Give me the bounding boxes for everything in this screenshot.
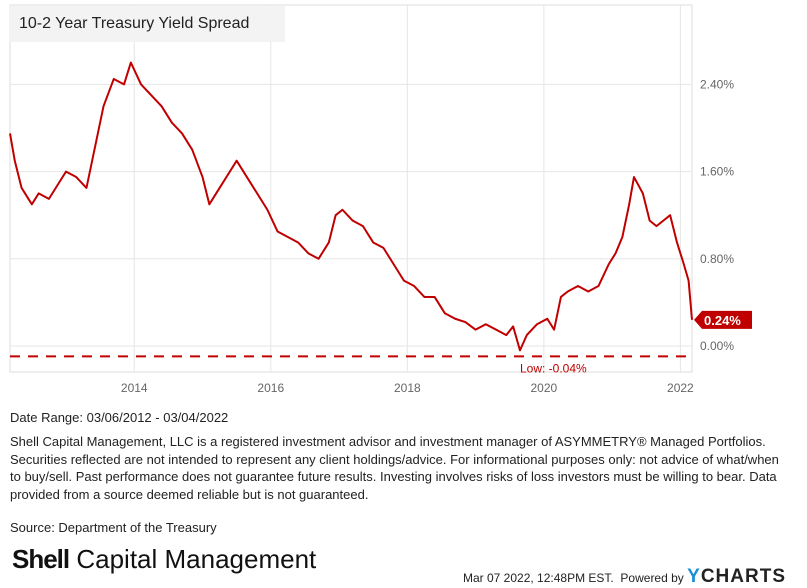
x-tick-label: 2014 xyxy=(121,381,148,395)
x-tick-label: 2020 xyxy=(531,381,558,395)
chart-title: 10-2 Year Treasury Yield Spread xyxy=(9,6,285,42)
y-tick-label: 2.40% xyxy=(700,77,734,91)
last-value-badge xyxy=(694,310,752,329)
plot-frame xyxy=(9,4,693,373)
x-tick-label: 2022 xyxy=(667,381,694,395)
date-range: Date Range: 03/06/2012 - 03/04/2022 xyxy=(10,410,229,425)
powered-by: Powered by xyxy=(620,571,684,585)
source: Source: Department of the Treasury xyxy=(10,520,217,535)
ycharts-logo[interactable]: YCHARTS xyxy=(687,566,786,587)
timestamp: Mar 07 2022, 12:48PM EST. xyxy=(463,571,614,585)
y-tick-label: 0.00% xyxy=(700,339,734,353)
footer: Mar 07 2022, 12:48PM EST. Powered by YCH… xyxy=(463,566,786,588)
low-label: Low: -0.04% xyxy=(520,361,587,375)
shell-capital-logo: Shell Capital Management xyxy=(12,544,317,574)
x-tick-label: 2018 xyxy=(394,381,421,395)
yield-spread-chart: 2014 2016 2018 2020 2022 0.00% 0.80% 1.60% 2.40%… xyxy=(9,4,752,395)
series-line xyxy=(9,61,693,352)
x-tick-label: 2016 xyxy=(257,381,284,395)
y-tick-label: 0.80% xyxy=(700,252,734,266)
y-tick-label: 1.60% xyxy=(700,165,734,179)
disclaimer: Shell Capital Management, LLC is a regis… xyxy=(10,434,779,502)
last-value-label: 0.24% xyxy=(704,313,741,328)
